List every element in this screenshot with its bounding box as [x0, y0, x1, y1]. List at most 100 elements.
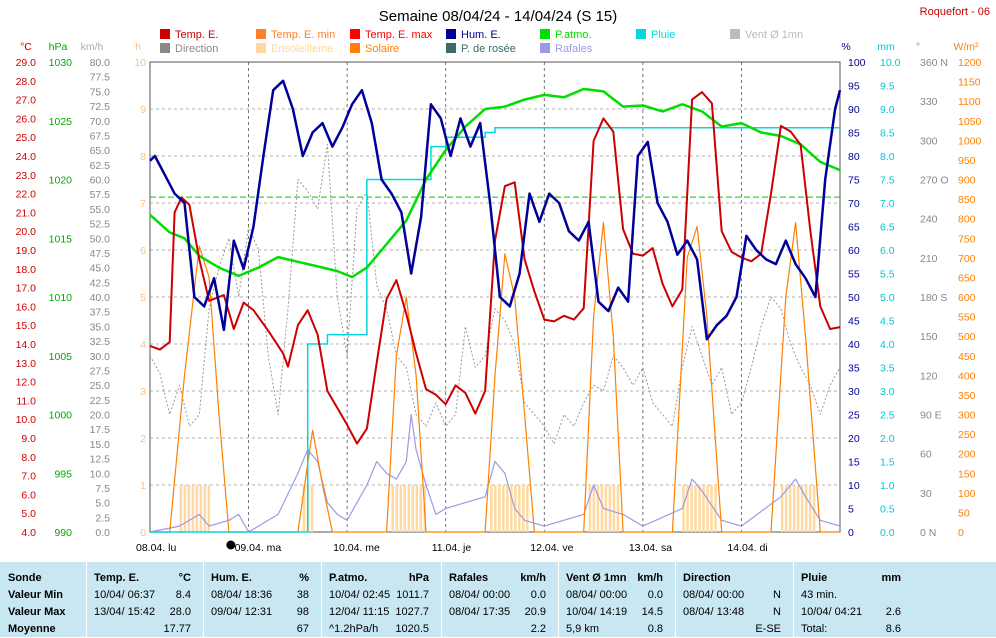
table-row: 09/04/ 12:31 98	[205, 604, 323, 621]
sunshine-bar	[407, 485, 410, 532]
cell-left	[443, 623, 449, 635]
column-unit: °C	[178, 572, 191, 584]
temp-tick: 8.0	[21, 452, 36, 464]
sunshine-bar	[203, 485, 207, 532]
column-title: Vent Ø 1mn	[566, 572, 627, 584]
wind-tick: 15.0	[90, 439, 111, 451]
temp-tick: 7.0	[21, 471, 36, 483]
column-title: P.atmo.	[329, 572, 368, 584]
sunshine-bar	[714, 485, 717, 532]
sun-tick: 6	[140, 245, 146, 257]
table-row: 08/04/ 17:35 20.9	[443, 604, 560, 621]
rain-tick: 4.5	[880, 316, 895, 328]
dir-tick: 210	[920, 253, 938, 265]
cell-left: 10/04/ 02:45	[329, 589, 391, 601]
legend-label: Pluie	[651, 29, 675, 41]
legend-swatch	[256, 43, 266, 53]
x-day-label: 10.04. me	[333, 542, 380, 554]
cell-value: 20.9	[524, 606, 546, 618]
sunshine-bar	[592, 485, 596, 532]
solar-tick: 400	[958, 370, 976, 382]
rain-tick: 5.0	[880, 292, 895, 304]
x-day-label: 09.04. ma	[235, 542, 282, 554]
pressure-tick: 1015	[49, 233, 73, 245]
sunshine-bar	[494, 485, 497, 532]
solar-tick: 250	[958, 429, 976, 441]
pressure-line	[149, 87, 841, 279]
hum-tick: 55	[848, 269, 860, 281]
sunshine-bar	[808, 485, 812, 532]
sunshine-bar	[187, 485, 191, 532]
wind-unit: km/h	[81, 41, 104, 53]
solar-tick: 0	[958, 527, 964, 539]
solar-tick: 650	[958, 272, 976, 284]
cell-left: 10/04/ 06:37	[94, 589, 156, 601]
legend-label: Temp. E. max	[365, 29, 433, 41]
sunshine-bar	[522, 485, 525, 532]
sunshine-bar	[415, 485, 418, 532]
legend-swatch	[256, 29, 266, 39]
column-unit: hPa	[408, 572, 429, 584]
cell-left	[677, 623, 683, 635]
sunshine-bar	[784, 485, 788, 532]
cell-left: 43 min.	[801, 589, 838, 601]
cell-value: 2.2	[530, 623, 546, 635]
temp-tick: 17.0	[16, 283, 37, 295]
rain-tick: 1.0	[880, 480, 895, 492]
solar-tick: 700	[958, 253, 976, 265]
wind-tick: 0.0	[95, 527, 110, 539]
wind-tick: 17.5	[90, 424, 111, 436]
wind-tick: 45.0	[90, 263, 111, 275]
pressure-tick: 1010	[49, 292, 73, 304]
column-title: Hum. E.	[211, 572, 252, 584]
solar-tick: 100	[958, 488, 976, 500]
solar-tick: 1150	[958, 77, 981, 89]
table-row: 10/04/ 02:45 1011.7	[323, 587, 443, 604]
solar-tick: 750	[958, 233, 976, 245]
rain-tick: 3.0	[880, 386, 895, 398]
column-unit: km/h	[520, 572, 546, 584]
cell-left: 08/04/ 17:35	[449, 606, 511, 618]
sunshine-bar	[399, 485, 402, 532]
sunshine-bar	[310, 485, 314, 532]
moon-phase-icon	[226, 540, 236, 550]
table-column-header: Temp. E. °C	[88, 570, 205, 587]
temp-tick: 12.0	[16, 377, 37, 389]
x-day-label: 08.04. lu	[136, 542, 176, 554]
cell-value: 8.6	[885, 623, 901, 635]
wind-tick: 25.0	[90, 380, 111, 392]
sun-tick: 7	[140, 198, 146, 210]
table-column: Pluie mm 43 min. 10/04/ 04:21 2.6 Total: 8.6	[795, 562, 915, 637]
cell-value: 1027.7	[395, 606, 429, 618]
table-column: Hum. E.% 08/04/ 18:36 38 09/04/ 12:31 98 67	[205, 562, 323, 637]
sunshine-bar	[800, 485, 804, 532]
table-row: 10/04/ 06:37 8.4	[88, 587, 205, 604]
sunshine-bar	[195, 485, 199, 532]
temp-tick: 20.0	[16, 226, 37, 238]
rain-tick: 10.0	[880, 57, 901, 69]
pressure-tick: 1025	[49, 116, 73, 128]
legend-label: Ensoleilleme	[271, 43, 333, 55]
legend-swatch	[160, 29, 170, 39]
sunshine-bar	[302, 485, 306, 532]
pressure-tick: 995	[54, 468, 72, 480]
table-row: 08/04/ 13:48 N	[677, 604, 795, 621]
row-labels: Sonde Valeur Min Valeur Max Moyenne	[0, 562, 88, 637]
hum-tick: 20	[848, 433, 860, 445]
solar-tick: 1100	[958, 96, 981, 108]
table-separator	[86, 562, 87, 637]
table-column-header: Hum. E.%	[205, 570, 323, 587]
dir-tick: 180 S	[920, 292, 947, 304]
wind-tick: 27.5	[90, 365, 111, 377]
cell-value: 14.5	[641, 606, 663, 618]
legend-label: Temp. E.	[175, 29, 218, 41]
table-column-header: Vent Ø 1mn km/h	[560, 570, 677, 587]
table-row: 08/04/ 00:00 N	[677, 587, 795, 604]
temp-tick: 10.0	[16, 414, 37, 426]
sunshine-bar	[207, 485, 211, 532]
sunshine-bar	[690, 485, 693, 532]
sunshine-bar	[694, 485, 697, 532]
table-row: 2.2	[443, 621, 560, 638]
legend-swatch	[730, 29, 740, 39]
hum-tick: 10	[848, 480, 860, 492]
